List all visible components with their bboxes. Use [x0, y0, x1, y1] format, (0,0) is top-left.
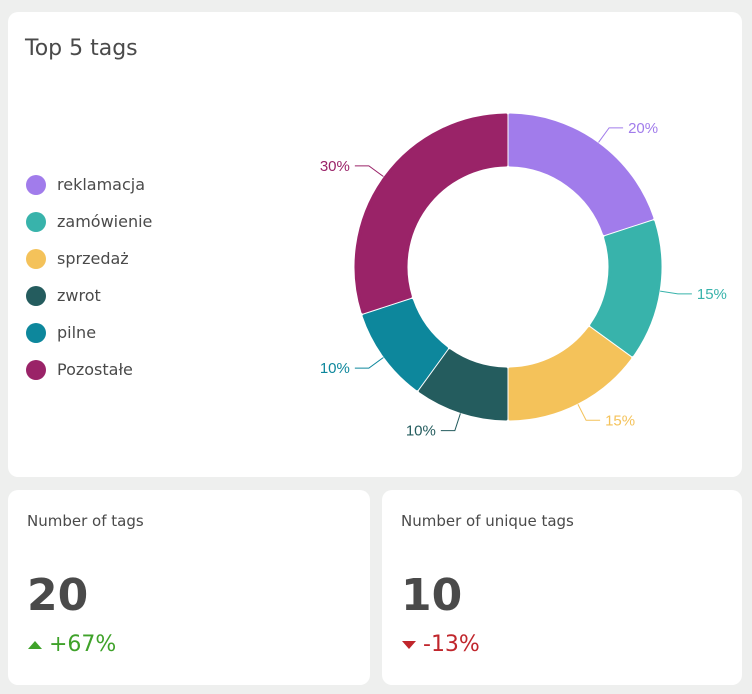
slice-value-label: 30% — [320, 158, 350, 175]
legend-swatch — [26, 322, 46, 343]
legend-label: Pozostałe — [57, 360, 133, 379]
donut-slice-reklamacja[interactable] — [508, 113, 654, 236]
legend-item-reklamacja[interactable]: reklamacja — [26, 166, 152, 203]
stat-title: Number of unique tags — [401, 512, 574, 530]
slice-value-label: 20% — [628, 120, 658, 137]
chart-legend: reklamacja zamówienie sprzedaż zwrot pil… — [26, 166, 152, 388]
leader-line — [440, 413, 461, 432]
donut-chart: 20% 15% 15% 10% 10% 30% — [320, 113, 727, 440]
leader-line — [354, 357, 384, 369]
legend-swatch — [26, 174, 46, 195]
donut-slice-pilne[interactable] — [362, 298, 448, 391]
legend-label: zamówienie — [57, 212, 153, 231]
legend-swatch — [26, 285, 46, 306]
trend-up-icon — [28, 640, 42, 649]
leader-line — [577, 403, 601, 421]
legend-item-zamowienie[interactable]: zamówienie — [26, 203, 152, 240]
legend-item-pilne[interactable]: pilne — [26, 314, 152, 351]
donut-slice-zamówienie[interactable] — [590, 220, 662, 357]
stat-change-value: +67% — [49, 632, 117, 657]
legend-label: sprzedaż — [57, 249, 129, 268]
stat-change: -13% — [402, 632, 480, 657]
leader-line — [354, 165, 384, 177]
stat-value: 10 — [401, 570, 463, 621]
legend-item-sprzedaz[interactable]: sprzedaż — [26, 240, 152, 277]
legend-label: pilne — [57, 323, 97, 342]
legend-item-zwrot[interactable]: zwrot — [26, 277, 152, 314]
stat-change-value: -13% — [423, 632, 480, 657]
slice-value-label: 10% — [406, 423, 436, 440]
donut-slice-zwrot[interactable] — [418, 349, 508, 421]
top-tags-card: Top 5 tags reklamacja zamówienie sprzeda… — [8, 12, 742, 477]
legend-swatch — [26, 248, 46, 269]
trend-down-icon — [402, 640, 416, 649]
slice-value-label: 10% — [320, 360, 350, 377]
slice-value-label: 15% — [605, 412, 635, 429]
legend-label: zwrot — [57, 286, 101, 305]
stat-change: +67% — [28, 632, 116, 657]
stat-value: 20 — [27, 570, 89, 621]
leader-line — [660, 290, 692, 295]
legend-swatch — [26, 359, 46, 380]
legend-swatch — [26, 211, 46, 232]
chart-title: Top 5 tags — [25, 36, 138, 61]
slice-value-label: 15% — [697, 286, 727, 303]
legend-label: reklamacja — [57, 175, 146, 194]
stat-title: Number of tags — [27, 512, 144, 530]
number-of-unique-tags-card: Number of unique tags 10 -13% — [382, 490, 742, 685]
leader-line — [598, 127, 624, 143]
donut-slice-pozostałe[interactable] — [354, 113, 508, 314]
donut-slice-sprzedaż[interactable] — [508, 327, 632, 421]
number-of-tags-card: Number of tags 20 +67% — [8, 490, 370, 685]
legend-item-pozostale[interactable]: Pozostałe — [26, 351, 152, 388]
